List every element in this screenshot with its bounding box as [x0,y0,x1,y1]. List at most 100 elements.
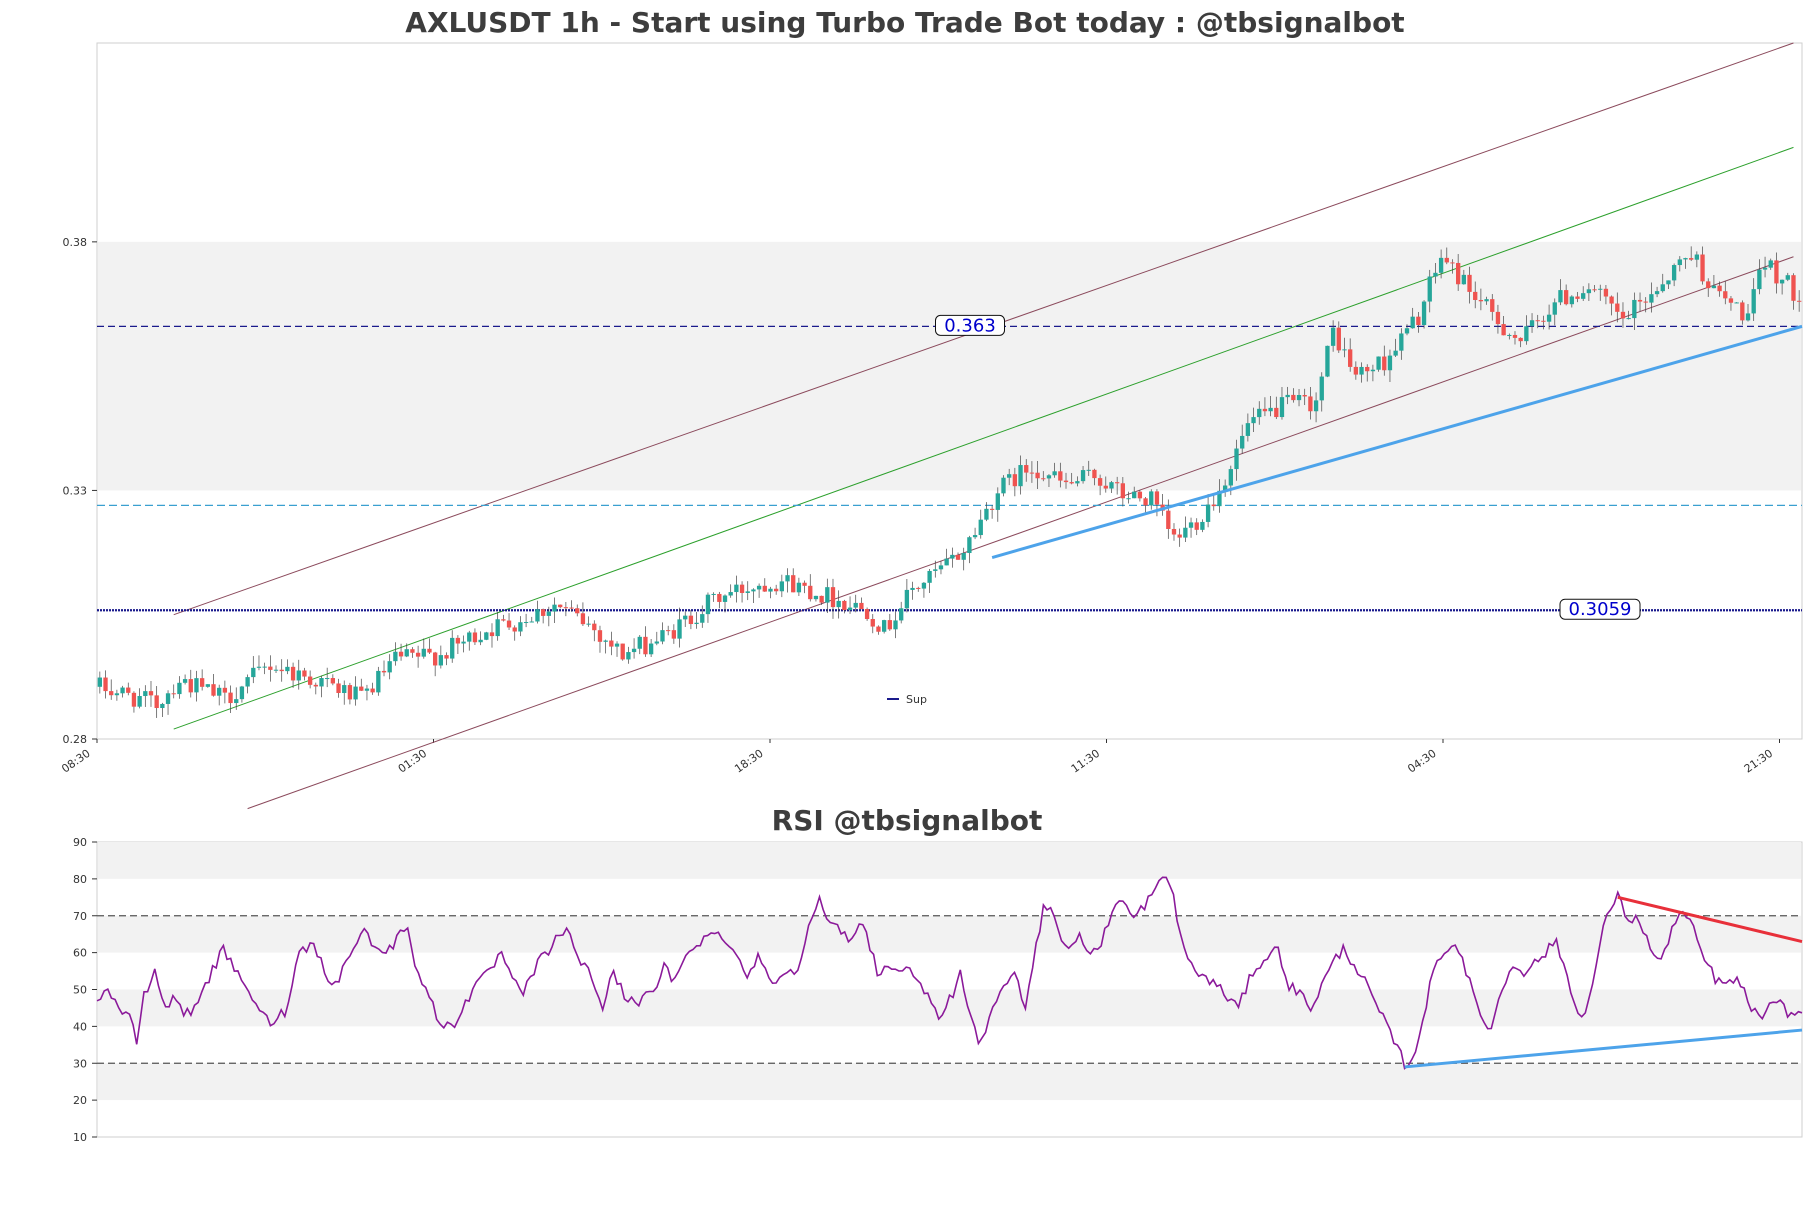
candle-body [359,686,364,691]
candle-body [205,684,210,687]
price-support-line [991,324,1803,559]
candle-body [972,535,978,538]
candle-body [950,554,955,559]
candle-body [1615,303,1620,312]
candle-body [660,630,665,642]
candle-body [739,584,745,593]
candle-body [1046,475,1052,479]
candle-body [364,688,370,691]
candle-body [1455,262,1461,285]
candle-body [1637,299,1643,302]
candle-body [711,593,716,595]
rsi-y-tick-label: 80 [73,873,87,886]
candle-body [268,666,273,670]
candle-body [1387,355,1393,371]
candle-body [984,508,989,520]
candle-body [1092,469,1097,479]
candle-body [1535,320,1540,322]
price-legend: Sup [887,693,927,706]
candle-body [620,643,625,660]
candle-body [1507,334,1512,336]
candle-body [1399,333,1404,351]
candle-body [529,621,534,623]
candle-body [415,652,421,657]
candle-body [1313,400,1319,412]
candle-body [279,669,284,672]
candle-body [1490,299,1495,312]
candle-body [967,537,972,554]
candle-body [955,554,961,560]
candle-body [211,684,216,696]
candle-body [1404,328,1410,334]
rsi-series [96,876,1803,1070]
candle-body [262,666,267,668]
candle-body [1421,301,1427,326]
candle-body [654,641,659,644]
candle-body [580,613,586,625]
candle-body [1410,316,1415,329]
candle-body [745,591,750,593]
candle-body [773,588,779,592]
candle-body [1779,279,1785,284]
candle-body [1609,296,1614,304]
candle-body [1427,276,1432,302]
candle-body [154,695,159,709]
candle-body [410,649,415,653]
candle-body [1336,327,1341,351]
candle-body [876,626,881,632]
candle-body [1342,349,1347,351]
candle-body [1348,349,1353,367]
candle-body [1257,408,1262,418]
candle-body [825,587,830,603]
candle-body [1177,534,1182,538]
candle-body [1234,448,1239,470]
candle-body [1188,522,1194,528]
candle-body [1319,376,1324,401]
candle-body [120,687,125,694]
candle-body [1154,491,1160,505]
candle-body [677,619,682,639]
candle-body [989,508,995,510]
candle-body [978,519,983,536]
candle-body [1001,477,1006,494]
candle-body [1751,289,1756,314]
candle-body [1052,471,1057,476]
candle-body [671,630,677,639]
candle-body [1552,302,1557,315]
candle-body [637,636,642,649]
level-labels: 0.363 0.3059 [935,314,1641,620]
candle-body [444,655,449,659]
candle-body [302,670,307,677]
candle-body [1251,417,1256,424]
candle-body [1689,258,1694,260]
candle-body [1245,423,1251,436]
channel-middle-line [173,146,1794,730]
candle-body [427,648,432,653]
candle-body [904,589,910,609]
candle-body [165,693,171,704]
candle-body [1308,396,1313,412]
candle-body [1376,356,1381,370]
candle-body [148,691,154,696]
candle-body [506,620,512,628]
candle-body [910,587,915,590]
rsi-trendlines [1404,895,1803,1069]
candle-body [336,683,341,694]
candle-body [330,678,336,684]
candle-body [722,595,728,602]
candle-body [347,685,353,700]
candle-body [916,587,921,589]
rsi-band [98,842,1801,879]
candle-body [1012,474,1018,487]
candle-body [1041,478,1046,480]
candle-body [376,670,381,693]
candle-body [398,651,404,657]
candle-body [1478,299,1484,302]
candle-body [614,643,620,647]
rsi-y-tick-label: 20 [73,1094,87,1107]
candle-body [290,666,296,681]
candle-body [1546,314,1552,322]
candle-body [1268,407,1273,412]
candle-body [1330,327,1336,346]
